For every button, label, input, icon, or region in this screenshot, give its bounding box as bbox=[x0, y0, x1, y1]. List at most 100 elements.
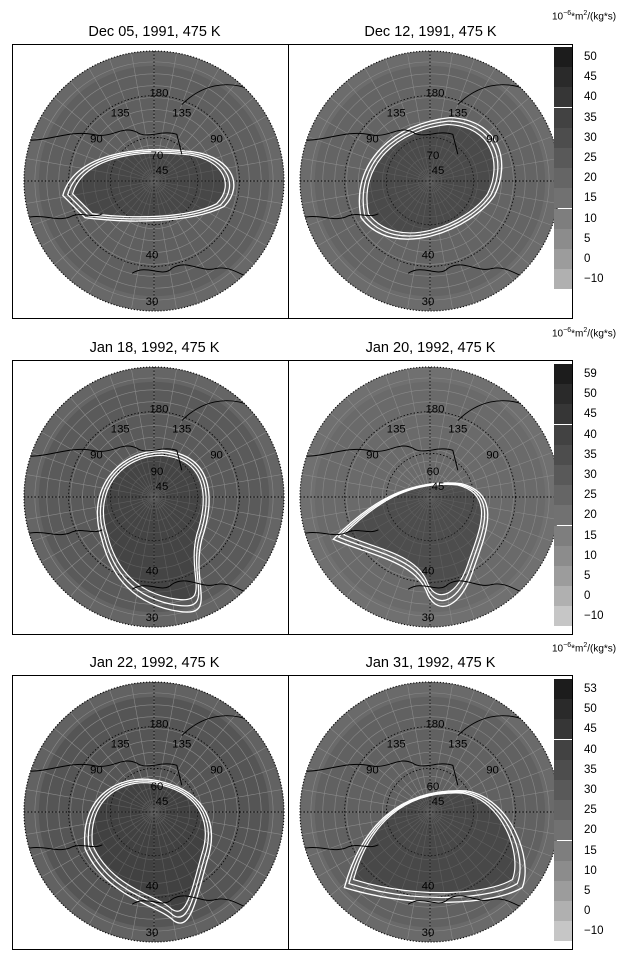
map-label: 135 bbox=[111, 738, 130, 750]
meridian-line bbox=[301, 789, 431, 813]
colorbar-swatch bbox=[554, 545, 572, 566]
colorbar-tick-label: 10 bbox=[584, 549, 597, 562]
meridian-line bbox=[131, 811, 155, 941]
meridian-line bbox=[153, 811, 277, 857]
meridian-line bbox=[153, 699, 220, 813]
meridian-line bbox=[70, 712, 155, 813]
meridian-line bbox=[153, 811, 177, 941]
colorbar-swatch bbox=[554, 860, 572, 881]
meridian-line bbox=[88, 384, 155, 498]
colorbar-swatch bbox=[554, 249, 572, 269]
meridian-line bbox=[429, 368, 453, 498]
colorbar-tick-label: 20 bbox=[584, 172, 597, 185]
meridian-line bbox=[429, 452, 553, 498]
map-label: 45 bbox=[156, 481, 169, 493]
pv-contour bbox=[358, 116, 503, 240]
map-label: 90 bbox=[90, 133, 103, 145]
meridian-line bbox=[429, 180, 553, 226]
unit-exp1: −6 bbox=[563, 10, 572, 17]
map-label: 45 bbox=[156, 165, 169, 177]
meridian-line bbox=[54, 413, 155, 498]
meridian-line bbox=[153, 712, 238, 813]
colorbar-tick-label: −10 bbox=[584, 925, 604, 938]
pv-contour bbox=[348, 791, 521, 899]
meridian-line bbox=[385, 496, 431, 620]
pv-contour bbox=[352, 792, 516, 894]
pv-contour bbox=[91, 782, 206, 912]
meridian-line bbox=[429, 496, 514, 597]
colorbar-tick-label: 53 bbox=[584, 683, 597, 695]
meridian-line bbox=[88, 180, 155, 294]
meridian-line bbox=[54, 97, 155, 182]
meridian-line bbox=[109, 58, 155, 182]
polar-map: 180 135 135 90 90 70 45 40 30 bbox=[23, 50, 285, 312]
latitude-70-circle bbox=[385, 452, 475, 542]
pv-contour bbox=[83, 778, 212, 924]
meridian-line bbox=[429, 746, 543, 813]
meridian-line bbox=[429, 767, 553, 813]
meridian-line bbox=[153, 811, 254, 896]
meridian-line bbox=[153, 431, 267, 498]
map-label: 40 bbox=[146, 880, 159, 892]
map-label: 40 bbox=[146, 565, 159, 577]
colorbar-tick-label: 50 bbox=[584, 51, 597, 63]
meridian-line bbox=[429, 384, 496, 498]
map-boundary bbox=[23, 366, 285, 628]
meridian-line bbox=[330, 97, 431, 182]
map-label: 90 bbox=[486, 133, 499, 145]
polar-map: 180 135 135 90 90 60 45 40 30 bbox=[299, 681, 561, 943]
panel-title: Dec 12, 1991, 475 K bbox=[364, 24, 497, 40]
colorbar-swatch bbox=[554, 67, 572, 88]
meridian-line bbox=[31, 136, 155, 182]
colorbar-swatch bbox=[554, 566, 572, 586]
latitude-40-circle bbox=[68, 95, 240, 267]
map-label: 30 bbox=[146, 296, 159, 308]
meridian-line bbox=[153, 452, 277, 498]
meridian-line bbox=[346, 712, 431, 813]
colorbar-swatch bbox=[554, 208, 572, 229]
latitude-40-circle bbox=[344, 726, 516, 898]
coastline bbox=[299, 844, 379, 851]
meridian-line bbox=[429, 136, 553, 182]
panel-title: Jan 20, 1992, 475 K bbox=[365, 340, 496, 356]
map-frame: 180 135 135 90 90 60 45 40 30 bbox=[288, 360, 573, 635]
vortex-core bbox=[103, 455, 204, 600]
meridian-line bbox=[41, 496, 155, 563]
coastline bbox=[131, 895, 262, 915]
meridian-line bbox=[429, 811, 453, 941]
polar-map: 180 135 135 90 90 70 45 40 30 bbox=[299, 50, 561, 312]
meridian-line bbox=[346, 81, 431, 182]
meridian-line bbox=[346, 180, 431, 281]
map-label: 135 bbox=[448, 738, 467, 750]
map-frame: 180 135 135 90 90 70 45 40 30 bbox=[288, 44, 573, 319]
meridian-line bbox=[429, 496, 475, 620]
meridian-line bbox=[131, 368, 155, 498]
meridian-line bbox=[429, 180, 453, 310]
coastline bbox=[23, 844, 103, 851]
meridian-line bbox=[429, 68, 496, 182]
map-label: 60 bbox=[427, 466, 440, 478]
unit-mid: *m bbox=[571, 328, 584, 340]
pv-contour bbox=[87, 780, 209, 918]
map-label: 70 bbox=[151, 150, 164, 162]
map-label: 40 bbox=[422, 880, 435, 892]
meridian-line bbox=[307, 767, 431, 813]
meridian-line bbox=[153, 496, 177, 626]
meridian-line bbox=[131, 180, 155, 310]
colorbar-tick-label: 0 bbox=[584, 253, 591, 265]
panel-title: Jan 22, 1992, 475 K bbox=[89, 655, 220, 671]
coastline bbox=[23, 760, 183, 786]
colorbar-unit: 10−6*m2/(kg*s) bbox=[552, 642, 616, 654]
meridian-line bbox=[317, 180, 431, 247]
meridian-line bbox=[153, 180, 177, 310]
meridian-line bbox=[70, 180, 155, 281]
map-label: 40 bbox=[422, 249, 435, 261]
meridian-line bbox=[429, 789, 559, 813]
coastline bbox=[299, 529, 379, 536]
colorbar-tick-label: −10 bbox=[584, 610, 604, 623]
map-label: 90 bbox=[151, 466, 164, 478]
pv-contour bbox=[366, 123, 495, 234]
meridian-line bbox=[153, 180, 238, 281]
colorbar-swatch bbox=[554, 759, 572, 780]
meridian-line bbox=[109, 180, 155, 304]
